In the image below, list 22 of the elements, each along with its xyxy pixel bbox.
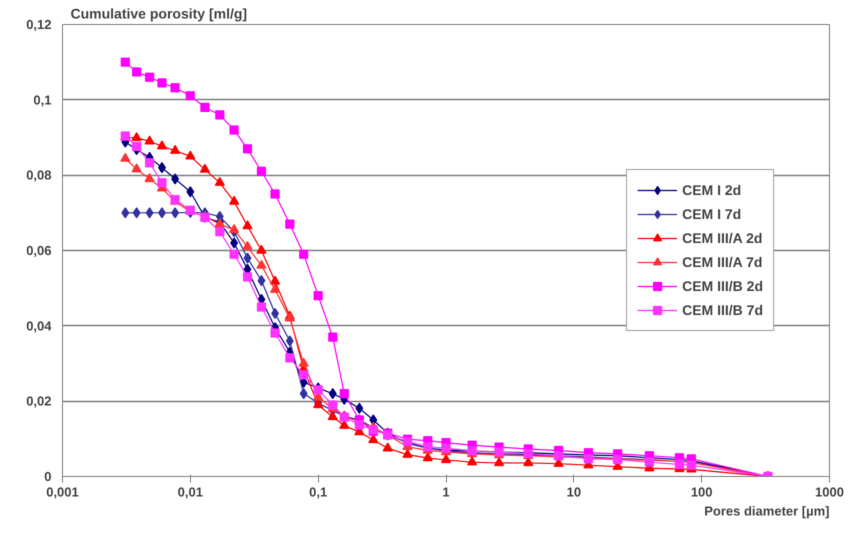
- y-tick-label: 0,1: [33, 92, 52, 108]
- y-tick-label: 0,06: [26, 243, 52, 258]
- x-axis-title: Pores diameter [µm]: [704, 504, 830, 518]
- x-tick-label: 1: [442, 484, 450, 500]
- x-tick-label: 0,001: [46, 484, 79, 500]
- x-tick-label: 1000: [815, 484, 844, 500]
- y-tick-label: 0: [44, 469, 52, 484]
- x-tick-label: 10: [566, 484, 582, 500]
- legend-label: CEM III/B 2d: [682, 278, 763, 294]
- legend-label: CEM I 7d: [682, 206, 742, 222]
- legend-label: CEM III/A 7d: [682, 254, 762, 270]
- legend-label: CEM I 2d: [682, 182, 742, 198]
- y-tick-label: 0,02: [26, 394, 52, 409]
- legend-label: CEM III/A 2d: [682, 230, 762, 246]
- legend-label: CEM III/B 7d: [682, 302, 763, 318]
- y-tick-label: 0,08: [26, 168, 52, 183]
- x-tick-label: 0,01: [178, 484, 203, 500]
- y-axis-title: Cumulative porosity [ml/g]: [70, 6, 248, 22]
- y-tick-label: 0,12: [26, 17, 52, 32]
- x-tick-label: 0,1: [309, 484, 328, 500]
- y-tick-label: 0,04: [26, 318, 52, 334]
- x-tick-label: 100: [690, 484, 713, 500]
